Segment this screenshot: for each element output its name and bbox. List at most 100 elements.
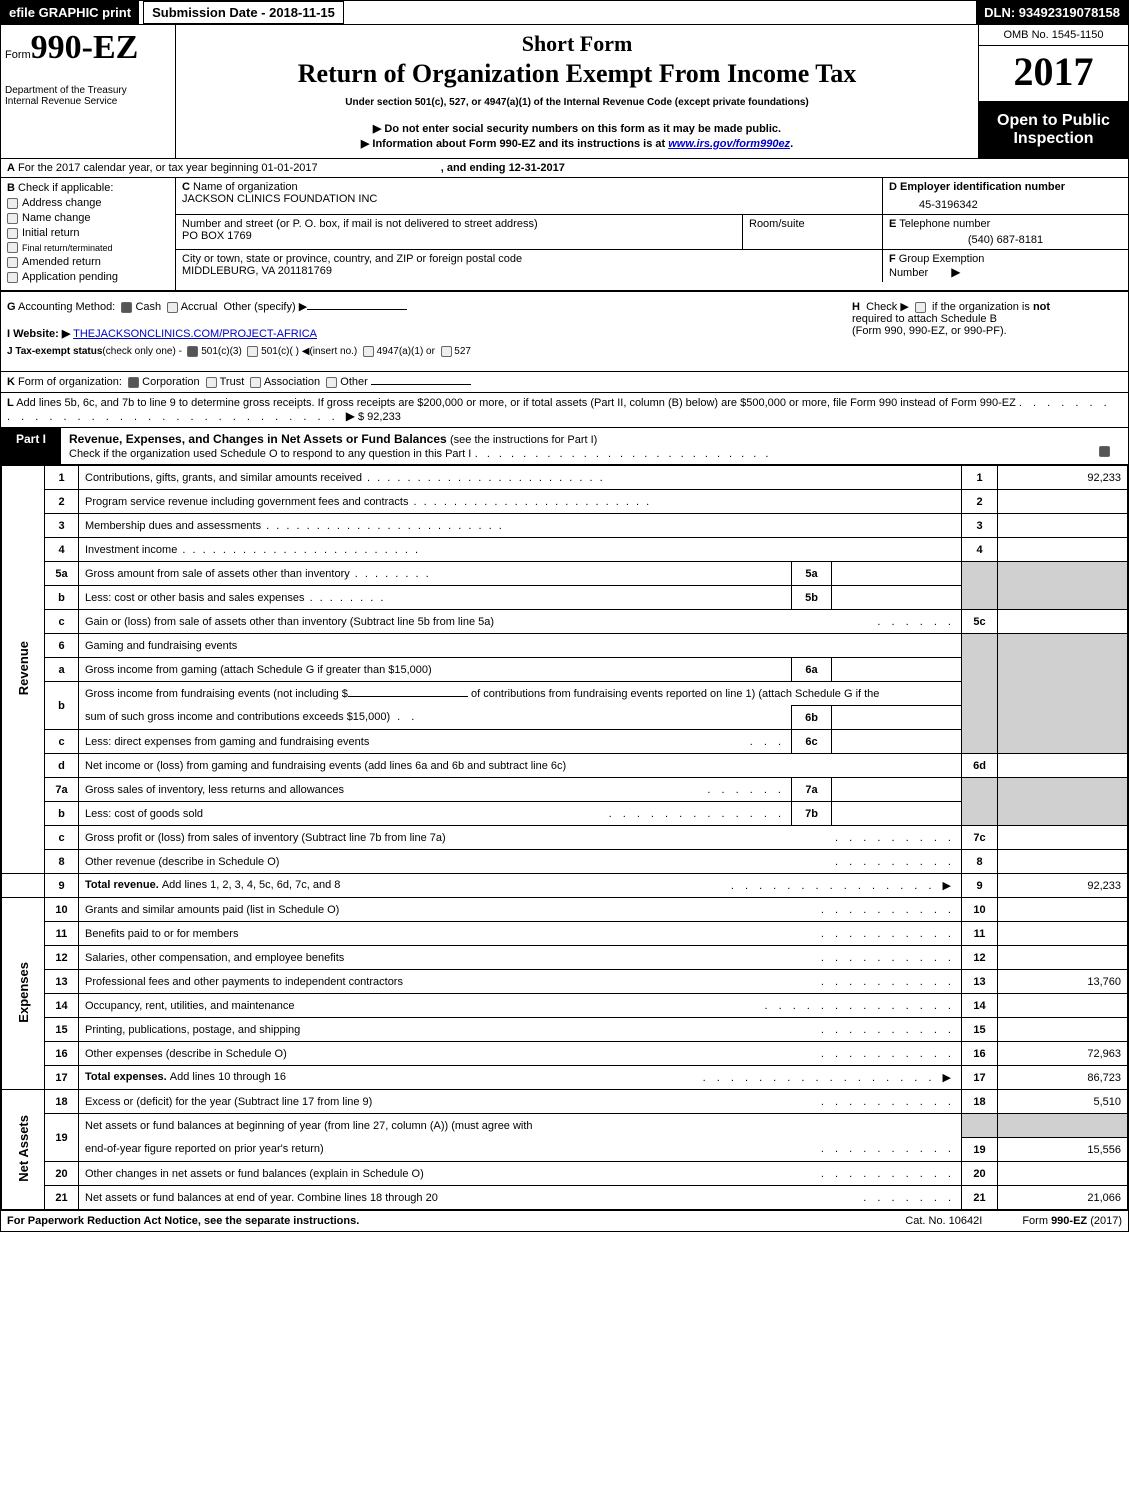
chk-corp[interactable] [128, 377, 139, 388]
501c3-label: 501(c)(3) [201, 346, 242, 357]
info-suffix: . [790, 138, 793, 150]
line-desc: Less: direct expenses from gaming and fu… [79, 730, 792, 754]
label-j: J [7, 346, 13, 357]
header-left: Form990-EZ Department of the Treasury In… [1, 25, 176, 158]
line-desc: Gross amount from sale of assets other t… [79, 562, 792, 586]
line-mnum: 6a [792, 658, 832, 682]
ein-value: 45-3196342 [919, 199, 1122, 211]
line-desc: Professional fees and other payments to … [79, 970, 962, 994]
chk-cash[interactable] [121, 302, 132, 313]
chk-amended[interactable] [7, 257, 18, 268]
chk-accrual[interactable] [167, 302, 178, 313]
chk-initial-return[interactable] [7, 228, 18, 239]
chk-other-org[interactable] [326, 377, 337, 388]
label-d: D [889, 181, 897, 193]
line-mval [832, 778, 962, 802]
chk-501c[interactable] [247, 346, 258, 357]
line-rnum: 5c [962, 610, 998, 634]
chk-schedule-o[interactable] [1099, 446, 1110, 457]
check-arrow-label: Check ▶ [866, 301, 909, 313]
line-rval [998, 538, 1128, 562]
footer-form-ref: Form 990-EZ (2017) [1022, 1215, 1122, 1227]
other-specify-field[interactable] [307, 309, 407, 310]
dept-treasury: Department of the Treasury [5, 85, 171, 96]
line-rnum: 19 [962, 1138, 998, 1162]
req1-label: required to attach Schedule B [852, 313, 997, 325]
line-num: 10 [45, 898, 79, 922]
chk-final-return[interactable] [7, 242, 18, 253]
chk-trust[interactable] [206, 377, 217, 388]
line-mnum: 6c [792, 730, 832, 754]
line-rnum: 2 [962, 490, 998, 514]
amended-label: Amended return [22, 256, 101, 268]
group-exempt-label2: Number [889, 267, 928, 279]
section-l: L Add lines 5b, 6c, and 7b to line 9 to … [1, 393, 1128, 428]
chk-assoc[interactable] [250, 377, 261, 388]
table-row: Net Assets 18 Excess or (deficit) for th… [2, 1090, 1128, 1114]
line-i: I Website: ▶ THEJACKSONCLINICS.COM/PROJE… [7, 327, 842, 340]
part-1-title-text: Revenue, Expenses, and Changes in Net As… [69, 432, 447, 446]
form-org-label: Form of organization: [18, 376, 122, 388]
info-link[interactable]: www.irs.gov/form990ez [668, 138, 790, 150]
line-num: b [45, 586, 79, 610]
name-change-label: Name change [22, 212, 91, 224]
website-link[interactable]: THEJACKSONCLINICS.COM/PROJECT-AFRICA [73, 328, 317, 340]
block-bcdef: B Check if applicable: Address change Na… [1, 178, 1128, 291]
line-num: c [45, 730, 79, 754]
chk-not-required[interactable] [915, 302, 926, 313]
table-row: c Gross profit or (loss) from sales of i… [2, 826, 1128, 850]
section-g-i-j: G Accounting Method: Cash Accrual Other … [7, 300, 842, 363]
line-rval [998, 754, 1128, 778]
arrow-icon: ▶ [951, 265, 960, 279]
label-k: K [7, 376, 15, 388]
line-rnum: 1 [962, 466, 998, 490]
line-desc: Gross sales of inventory, less returns a… [79, 778, 792, 802]
shaded-cell [998, 562, 1128, 610]
line-mnum: 5b [792, 586, 832, 610]
chk-527[interactable] [441, 346, 452, 357]
line-mval [832, 802, 962, 826]
open-public-1: Open to Public [983, 112, 1124, 130]
part-1-check-text: Check if the organization used Schedule … [69, 448, 471, 460]
line-rnum: 17 [962, 1066, 998, 1090]
other-specify-label: Other (specify) ▶ [224, 301, 308, 313]
efile-print-button[interactable]: efile GRAPHIC print [1, 1, 139, 24]
line-desc: Printing, publications, postage, and shi… [79, 1018, 962, 1042]
line-rval [998, 826, 1128, 850]
line-rval [998, 610, 1128, 634]
line-rnum: 18 [962, 1090, 998, 1114]
shaded-cell [962, 634, 998, 754]
table-row: b Less: cost of goods sold. . . . . . . … [2, 802, 1128, 826]
room-label: Room/suite [749, 218, 805, 230]
open-to-public: Open to Public Inspection [979, 102, 1128, 158]
chk-address-change[interactable] [7, 198, 18, 209]
cash-label: Cash [135, 301, 161, 313]
line-rnum: 13 [962, 970, 998, 994]
line-desc: Gross income from gaming (attach Schedul… [79, 658, 792, 682]
table-row: 20 Other changes in net assets or fund b… [2, 1162, 1128, 1186]
chk-name-change[interactable] [7, 213, 18, 224]
ending-text: , and ending 12-31-2017 [441, 162, 565, 174]
return-title: Return of Organization Exempt From Incom… [182, 59, 972, 89]
gross-receipts-value: $ 92,233 [358, 411, 401, 423]
table-row: 6 Gaming and fundraising events [2, 634, 1128, 658]
website-label: Website: ▶ [13, 328, 70, 340]
table-row: 2 Program service revenue including gove… [2, 490, 1128, 514]
line-desc: Other revenue (describe in Schedule O). … [79, 850, 962, 874]
line-rnum: 14 [962, 994, 998, 1018]
other-org-field[interactable] [371, 384, 471, 385]
fundraising-dollar-field[interactable] [348, 696, 468, 697]
chk-501c3[interactable] [187, 346, 198, 357]
line-num: 16 [45, 1042, 79, 1066]
501c-label: 501(c)( ) [261, 346, 299, 357]
line-mnum: 5a [792, 562, 832, 586]
chk-4947[interactable] [363, 346, 374, 357]
line-desc: Contributions, gifts, grants, and simila… [79, 466, 962, 490]
line-num: 19 [45, 1114, 79, 1162]
cell-d: D Employer identification number 45-3196… [883, 178, 1128, 214]
chk-app-pending[interactable] [7, 272, 18, 283]
submission-date: Submission Date - 2018-11-15 [143, 1, 344, 24]
line-rnum: 8 [962, 850, 998, 874]
form-990ez: efile GRAPHIC print Submission Date - 20… [0, 0, 1129, 1232]
line-rval [998, 850, 1128, 874]
